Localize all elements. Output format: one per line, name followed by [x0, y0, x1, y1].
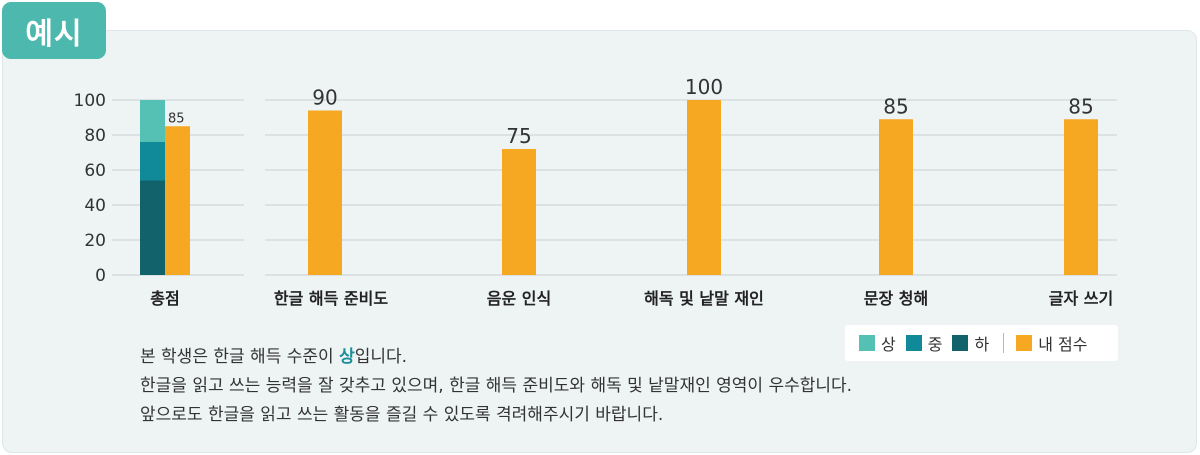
data-label: 100	[685, 75, 723, 99]
y-tick-label: 80	[84, 126, 106, 146]
bar	[687, 100, 721, 275]
x-tick-label: 한글 해득 준비도	[274, 289, 388, 308]
legend-item-mid: 중	[905, 331, 943, 355]
legend-label-high: 상	[881, 335, 896, 354]
legend-swatch-low	[952, 335, 969, 351]
legend-divider	[1003, 333, 1005, 353]
legend-swatch-high	[859, 335, 875, 351]
x-tick-label: 총점	[150, 289, 179, 308]
data-label: 85	[883, 94, 908, 118]
total-my-score-label: 85	[168, 111, 185, 126]
data-label: 85	[1068, 94, 1093, 118]
legend-label-mid: 중	[927, 335, 943, 354]
example-badge: 예시	[2, 2, 106, 59]
comment-line-1-prefix: 본 학생은 한글 해득 수준이	[140, 347, 340, 367]
legend-item-high: 상	[859, 331, 896, 355]
bar	[502, 149, 536, 275]
x-tick-label: 음운 인식	[487, 289, 551, 308]
legend-label-low: 하	[974, 335, 990, 354]
bar	[308, 110, 342, 275]
bar	[879, 119, 913, 275]
y-tick-label: 60	[84, 161, 106, 181]
comment-line-1: 본 학생은 한글 해득 수준이 상입니다.	[140, 343, 852, 372]
legend-item-low: 하	[952, 331, 989, 355]
teacher-comment: 본 학생은 한글 해득 수준이 상입니다. 한글을 읽고 쓰는 능력을 잘 갖추…	[140, 343, 852, 430]
chart-legend: 상 중 하 내 점수	[845, 325, 1118, 361]
data-label: 75	[506, 124, 531, 148]
legend-swatch-my-score	[1016, 335, 1033, 351]
y-tick-label: 40	[84, 196, 106, 216]
y-tick-label: 100	[74, 91, 106, 111]
bar	[1064, 119, 1098, 275]
x-tick-label: 글자 쓰기	[1049, 289, 1113, 308]
legend-item-my-score: 내 점수	[1016, 331, 1087, 355]
comment-line-3: 앞으로도 한글을 읽고 쓰는 활동을 즐길 수 있도록 격려해주시기 바랍니다.	[140, 405, 664, 425]
comment-level-highlight: 상	[339, 347, 355, 367]
data-label: 90	[312, 86, 337, 110]
y-tick-label: 20	[84, 231, 106, 251]
stack-segment-high	[140, 100, 165, 142]
legend-label-my-score: 내 점수	[1038, 335, 1088, 354]
y-tick-label: 0	[95, 266, 106, 286]
stack-segment-mid	[140, 142, 165, 181]
x-tick-label: 해독 및 낱말 재인	[644, 289, 764, 308]
comment-line-1-suffix: 입니다.	[354, 347, 408, 367]
stack-segment-low	[140, 180, 165, 275]
total-my-score-bar	[165, 126, 190, 275]
comment-line-2: 한글을 읽고 쓰는 능력을 잘 갖추고 있으며, 한글 해득 준비도와 해독 및…	[140, 376, 853, 396]
x-tick-label: 문장 청해	[864, 289, 928, 308]
legend-swatch-mid	[905, 335, 922, 351]
